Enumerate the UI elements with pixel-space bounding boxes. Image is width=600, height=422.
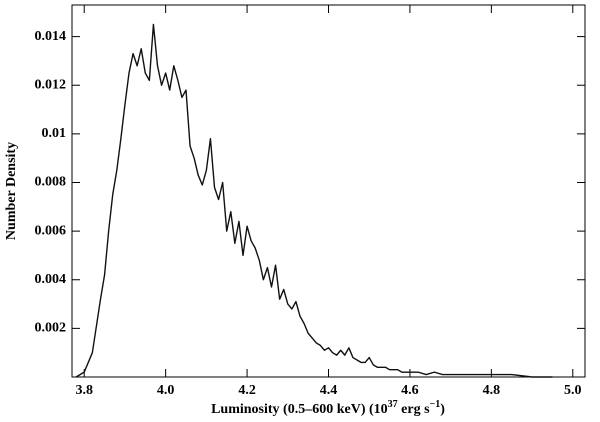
y-axis-label: Number Density [4,142,19,240]
y-tick-label: 0.014 [35,29,67,44]
y-tick-label: 0.004 [35,272,67,287]
x-axis-label-part: Luminosity (0.5–600 keV) (10 [211,402,388,417]
y-tick-label: 0.01 [42,126,67,141]
x-axis-label-part: −1 [430,399,441,410]
x-tick-label: 3.8 [75,383,93,398]
x-tick-label: 4.2 [238,383,256,398]
x-tick-label: 4.0 [157,383,175,398]
x-tick-label: 4.6 [401,383,419,398]
x-tick-label: 5.0 [564,383,582,398]
x-axis-label: Luminosity (0.5–600 keV) (1037 erg s−1) [211,399,445,417]
y-tick-label: 0.006 [35,223,67,238]
y-tick-label: 0.012 [35,77,67,92]
data-line [75,23,553,378]
x-axis-label-part: erg s [398,402,430,417]
x-axis-label-part: 37 [388,399,398,410]
x-tick-label: 4.8 [483,383,501,398]
y-tick-label: 0.008 [35,175,67,190]
x-axis-label-part: ) [440,402,445,417]
x-tick-label: 4.4 [320,383,338,398]
plot-frame [71,4,586,378]
y-tick-label: 0.002 [35,321,67,336]
